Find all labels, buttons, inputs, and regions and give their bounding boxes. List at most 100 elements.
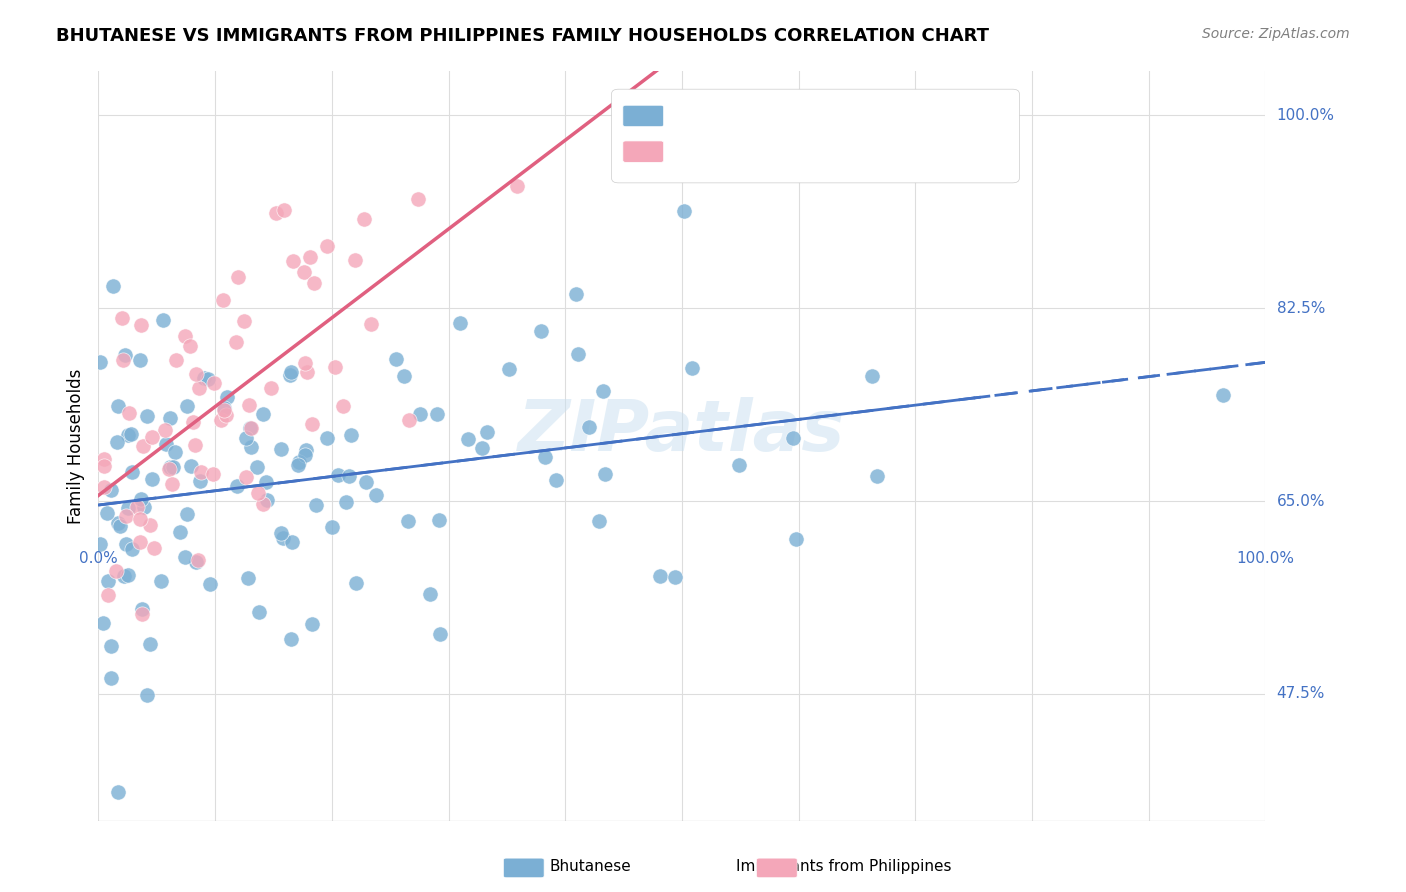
Point <box>112 568 135 582</box>
Text: 47.5%: 47.5% <box>1277 687 1324 701</box>
Point <box>159 460 181 475</box>
Point <box>673 204 696 219</box>
Point <box>212 401 235 416</box>
Point <box>664 570 686 584</box>
Point <box>429 627 451 641</box>
Point <box>246 485 269 500</box>
Point <box>212 403 235 417</box>
Point <box>238 571 260 585</box>
Point <box>160 477 183 491</box>
Point <box>356 475 378 490</box>
Point <box>256 475 278 489</box>
Point <box>315 431 337 445</box>
Point <box>104 564 127 578</box>
Text: 0.0%: 0.0% <box>79 551 118 566</box>
Point <box>169 525 191 540</box>
Point <box>292 265 315 279</box>
Point <box>297 365 319 379</box>
Point <box>225 335 247 350</box>
Point <box>100 672 122 686</box>
Text: ZIPatlas: ZIPatlas <box>519 397 845 466</box>
Point <box>283 254 305 268</box>
Point <box>136 688 159 702</box>
Point <box>315 239 337 253</box>
Point <box>201 467 224 481</box>
Point <box>107 399 129 413</box>
Point <box>163 445 186 459</box>
Point <box>782 431 804 445</box>
Point <box>449 316 471 330</box>
Point <box>648 569 671 583</box>
Point <box>385 351 408 366</box>
Point <box>546 473 568 487</box>
Point <box>117 427 139 442</box>
Point <box>245 460 267 475</box>
Point <box>184 438 207 452</box>
Point <box>335 495 357 509</box>
Point <box>188 474 211 488</box>
Point <box>101 279 124 293</box>
Text: 100.0%: 100.0% <box>1236 551 1295 566</box>
Point <box>260 381 283 395</box>
Point <box>530 324 553 338</box>
Point <box>112 353 135 368</box>
Text: N =: N = <box>780 107 820 125</box>
Point <box>470 441 492 455</box>
Point <box>301 417 323 431</box>
Point <box>578 419 600 434</box>
Point <box>100 639 122 653</box>
Point <box>270 525 292 540</box>
Point <box>343 253 366 268</box>
Point <box>364 488 387 502</box>
Point <box>273 203 295 218</box>
Point <box>190 466 212 480</box>
Point <box>429 512 451 526</box>
Point <box>588 514 610 528</box>
Point <box>114 537 136 551</box>
Point <box>97 588 120 602</box>
Point <box>225 478 247 492</box>
Point <box>565 286 588 301</box>
Point <box>304 276 326 290</box>
Point <box>187 553 209 567</box>
Point <box>325 359 347 374</box>
Point <box>125 500 148 515</box>
Point <box>152 312 174 326</box>
Point <box>240 421 263 435</box>
Text: 65.0%: 65.0% <box>1277 493 1324 508</box>
Point <box>131 607 153 622</box>
Point <box>120 426 142 441</box>
Point <box>567 347 589 361</box>
Point <box>121 465 143 479</box>
Point <box>129 491 152 506</box>
Point <box>426 407 449 421</box>
Point <box>129 318 152 332</box>
Point <box>141 430 163 444</box>
Point <box>97 574 120 588</box>
Point <box>305 498 328 512</box>
Point <box>409 407 432 421</box>
Point <box>321 520 343 534</box>
Point <box>264 205 287 219</box>
Point <box>107 785 129 799</box>
Point <box>865 469 887 483</box>
Point <box>681 360 703 375</box>
Point <box>93 452 115 467</box>
Point <box>287 458 309 472</box>
Text: 0.028: 0.028 <box>713 107 763 125</box>
Point <box>235 469 257 483</box>
Point <box>301 617 323 632</box>
Point <box>139 637 162 651</box>
Point <box>392 369 415 384</box>
Point <box>288 454 311 468</box>
Point <box>396 514 419 528</box>
Point <box>217 390 239 404</box>
Text: N =: N = <box>780 143 820 161</box>
Point <box>294 356 316 370</box>
Point <box>252 497 274 511</box>
Point <box>121 542 143 557</box>
Point <box>117 406 139 420</box>
Point <box>174 550 197 565</box>
Text: Bhutanese: Bhutanese <box>550 859 631 874</box>
Point <box>326 467 349 482</box>
